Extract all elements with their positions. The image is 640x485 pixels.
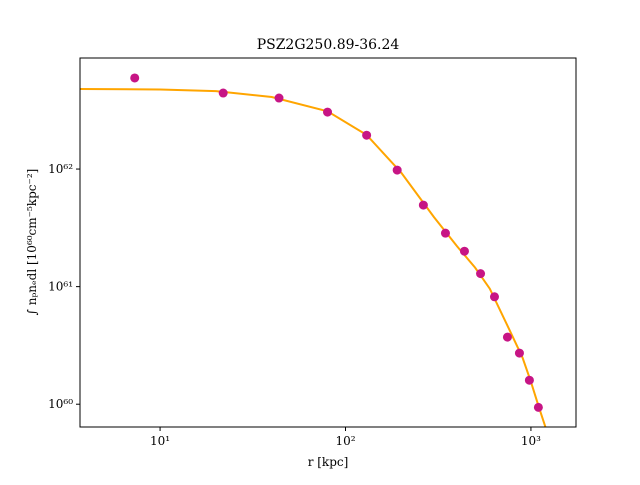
data-point: [489, 292, 499, 302]
y-tick-label: 10⁶⁰: [48, 397, 73, 411]
x-tick-label: 10¹: [150, 434, 170, 448]
data-point: [274, 93, 284, 103]
axes-frame: [79, 57, 577, 428]
data-point: [130, 73, 140, 83]
plot-area: [80, 73, 547, 427]
data-point: [418, 200, 428, 210]
y-tick-label: 10⁶²: [48, 162, 73, 176]
data-point: [533, 402, 543, 412]
data-point: [218, 88, 228, 98]
data-point: [459, 246, 469, 256]
x-tick-label: 10³: [521, 434, 541, 448]
data-point: [440, 228, 450, 238]
data-point: [392, 165, 402, 175]
data-point: [514, 348, 524, 358]
data-point: [524, 375, 534, 385]
y-axis-label: ∫ nₚnₑdl [10⁶⁰cm⁻⁵kpc⁻²]: [25, 169, 39, 316]
chart-title: PSZ2G250.89-36.24: [257, 37, 400, 53]
y-tick-label: 10⁶¹: [48, 280, 73, 294]
x-tick-label: 10²: [335, 434, 355, 448]
data-point: [323, 107, 333, 117]
x-axis-label: r [kpc]: [308, 455, 349, 469]
data-point: [362, 130, 372, 140]
data-point: [502, 332, 512, 342]
data-point: [476, 269, 486, 279]
